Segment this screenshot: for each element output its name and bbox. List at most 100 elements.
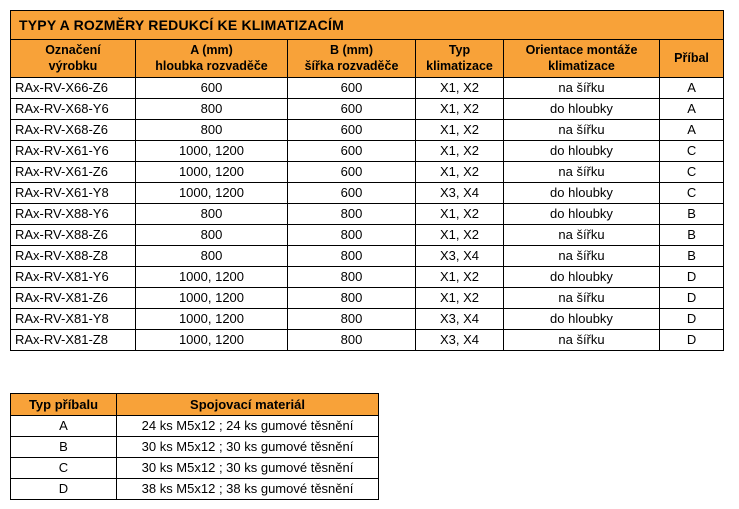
accessory-table-head: Typ příbalu Spojovací materiál bbox=[10, 392, 379, 416]
table-cell: do hloubky bbox=[503, 181, 660, 204]
table-cell: 1000, 1200 bbox=[135, 181, 288, 204]
table-cell: 1000, 1200 bbox=[135, 328, 288, 351]
table-cell: do hloubky bbox=[503, 202, 660, 225]
table-row: C 30 ks M5x12 ; 30 ks gumové těsnění bbox=[10, 456, 379, 479]
column-header-ac-type: Typ klimatizace bbox=[415, 39, 504, 78]
table-cell: A bbox=[10, 414, 117, 437]
table-cell: 800 bbox=[287, 244, 416, 267]
table-cell: do hloubky bbox=[503, 139, 660, 162]
table-cell: B bbox=[658, 202, 725, 225]
table-cell: 30 ks M5x12 ; 30 ks gumové těsnění bbox=[116, 435, 379, 458]
table-cell: A bbox=[658, 76, 725, 99]
table-cell: 800 bbox=[287, 265, 416, 288]
column-header-depth-a: A (mm) hloubka rozvaděče bbox=[135, 39, 288, 78]
table-cell: D bbox=[10, 477, 117, 500]
table-cell: na šířku bbox=[503, 76, 660, 99]
table-cell: 800 bbox=[135, 97, 288, 120]
header-row: Typ příbalu Spojovací materiál bbox=[10, 392, 379, 416]
table-cell: B bbox=[658, 244, 725, 267]
table-cell: na šířku bbox=[503, 244, 660, 267]
table-cell: 800 bbox=[135, 202, 288, 225]
table-cell: 800 bbox=[135, 118, 288, 141]
table-cell: na šířku bbox=[503, 118, 660, 141]
column-header-mounting-orientation: Orientace montáže klimatizace bbox=[503, 39, 660, 78]
table-cell: A bbox=[658, 97, 725, 120]
table-cell: X1, X2 bbox=[415, 286, 504, 309]
table-cell: 1000, 1200 bbox=[135, 160, 288, 183]
table-row: RAx-RV-X81-Z8 1000, 1200 800 X3, X4 na šířku… bbox=[10, 328, 725, 351]
table-row: RAx-RV-X81-Y6 1000, 1200 800 X1, X2 do hloub… bbox=[10, 265, 725, 288]
table-cell: 600 bbox=[287, 181, 416, 204]
table-cell: X1, X2 bbox=[415, 202, 504, 225]
table-cell: X1, X2 bbox=[415, 160, 504, 183]
table-cell: na šířku bbox=[503, 223, 660, 246]
table-cell: C bbox=[10, 456, 117, 479]
table-cell: X1, X2 bbox=[415, 76, 504, 99]
table-cell: RAx-RV-X68-Z6 bbox=[10, 118, 136, 141]
table-row: RAx-RV-X88-Y6 800 800 X1, X2 do hloubky B bbox=[10, 202, 725, 225]
table-cell: B bbox=[10, 435, 117, 458]
table-cell: X1, X2 bbox=[415, 118, 504, 141]
accessory-table-body: A 24 ks M5x12 ; 24 ks gumové těsnění B 30 k… bbox=[10, 414, 379, 500]
main-table: TYPY A ROZMĚRY REDUKCÍ KE KLIMATIZACÍM O… bbox=[9, 10, 725, 351]
table-cell: 800 bbox=[287, 202, 416, 225]
table-cell: X3, X4 bbox=[415, 181, 504, 204]
table-cell: 24 ks M5x12 ; 24 ks gumové těsnění bbox=[116, 414, 379, 437]
table-cell: 30 ks M5x12 ; 30 ks gumové těsnění bbox=[116, 456, 379, 479]
table-cell: RAx-RV-X81-Y8 bbox=[10, 307, 136, 330]
table-cell: 600 bbox=[287, 160, 416, 183]
table-cell: X1, X2 bbox=[415, 223, 504, 246]
table-cell: do hloubky bbox=[503, 265, 660, 288]
table-row: A 24 ks M5x12 ; 24 ks gumové těsnění bbox=[10, 414, 379, 437]
table-row: RAx-RV-X61-Z6 1000, 1200 600 X1, X2 na šířku… bbox=[10, 160, 725, 183]
table-row: RAx-RV-X61-Y8 1000, 1200 600 X3, X4 do hloub… bbox=[10, 181, 725, 204]
table-cell: RAx-RV-X61-Y6 bbox=[10, 139, 136, 162]
table-cell: RAx-RV-X66-Z6 bbox=[10, 76, 136, 99]
column-header-joining-material: Spojovací materiál bbox=[116, 392, 379, 416]
table-cell: 800 bbox=[287, 307, 416, 330]
table-cell: 600 bbox=[287, 76, 416, 99]
table-cell: X3, X4 bbox=[415, 244, 504, 267]
table-cell: X1, X2 bbox=[415, 139, 504, 162]
table-cell: 800 bbox=[287, 286, 416, 309]
table-cell: B bbox=[658, 223, 725, 246]
table-cell: 800 bbox=[287, 328, 416, 351]
table-row: RAx-RV-X81-Y8 1000, 1200 800 X3, X4 do hloub… bbox=[10, 307, 725, 330]
table-cell: 38 ks M5x12 ; 38 ks gumové těsnění bbox=[116, 477, 379, 500]
table-cell: do hloubky bbox=[503, 97, 660, 120]
table-cell: RAx-RV-X68-Y6 bbox=[10, 97, 136, 120]
table-cell: 1000, 1200 bbox=[135, 286, 288, 309]
table-row: RAx-RV-X88-Z6 800 800 X1, X2 na šířku B bbox=[10, 223, 725, 246]
title-row: TYPY A ROZMĚRY REDUKCÍ KE KLIMATIZACÍM bbox=[9, 10, 725, 40]
table-cell: RAx-RV-X88-Z8 bbox=[10, 244, 136, 267]
table-cell: 600 bbox=[287, 139, 416, 162]
table-cell: A bbox=[658, 118, 725, 141]
table-cell: 1000, 1200 bbox=[135, 265, 288, 288]
table-cell: X1, X2 bbox=[415, 97, 504, 120]
table-row: RAx-RV-X68-Z6 800 600 X1, X2 na šířku A bbox=[10, 118, 725, 141]
table-cell: C bbox=[658, 160, 725, 183]
table-cell: D bbox=[658, 265, 725, 288]
table-cell: na šířku bbox=[503, 286, 660, 309]
main-table-body: RAx-RV-X66-Z6 600 600 X1, X2 na šířku A RAx-RV… bbox=[10, 76, 725, 351]
table-cell: D bbox=[658, 328, 725, 351]
table-cell: 800 bbox=[135, 223, 288, 246]
table-row: RAx-RV-X88-Z8 800 800 X3, X4 na šířku B bbox=[10, 244, 725, 267]
table-cell: C bbox=[658, 139, 725, 162]
column-header-pack-type: Typ příbalu bbox=[10, 392, 117, 416]
table-row: RAx-RV-X68-Y6 800 600 X1, X2 do hloubky A bbox=[10, 97, 725, 120]
table-cell: RAx-RV-X81-Z6 bbox=[10, 286, 136, 309]
table-cell: D bbox=[658, 307, 725, 330]
table-cell: RAx-RV-X88-Z6 bbox=[10, 223, 136, 246]
table-cell: RAx-RV-X81-Z8 bbox=[10, 328, 136, 351]
table-cell: RAx-RV-X61-Z6 bbox=[10, 160, 136, 183]
table-title: TYPY A ROZMĚRY REDUKCÍ KE KLIMATIZACÍM bbox=[9, 10, 725, 40]
table-cell: 1000, 1200 bbox=[135, 307, 288, 330]
table-cell: 800 bbox=[135, 244, 288, 267]
table-cell: X3, X4 bbox=[415, 328, 504, 351]
column-header-width-b: B (mm) šířka rozvaděče bbox=[287, 39, 416, 78]
table-cell: 800 bbox=[287, 223, 416, 246]
table-cell: D bbox=[658, 286, 725, 309]
table-cell: 600 bbox=[287, 97, 416, 120]
